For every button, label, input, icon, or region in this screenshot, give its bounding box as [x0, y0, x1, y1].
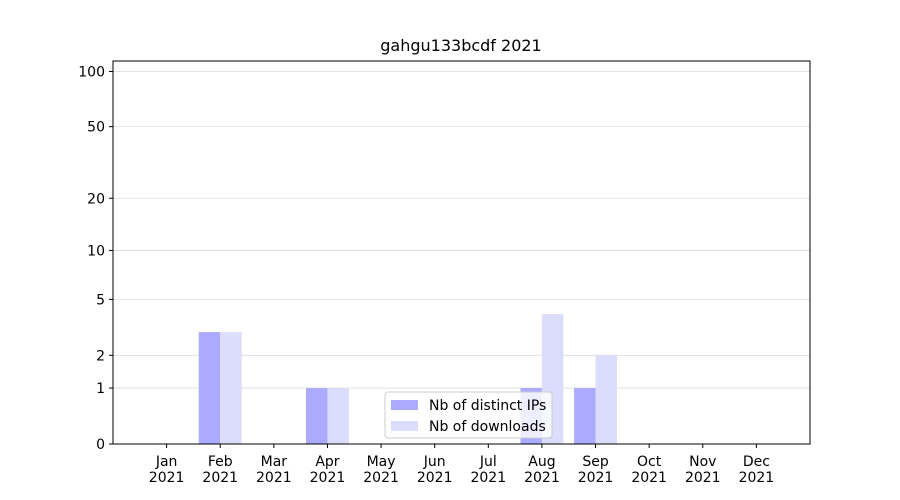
bar	[220, 332, 242, 444]
legend-label: Nb of downloads	[429, 419, 546, 435]
legend-label: Nb of distinct IPs	[429, 398, 546, 414]
x-tick-label: Sep 2021	[578, 454, 614, 486]
bar	[595, 355, 617, 444]
x-tick-label: Nov 2021	[685, 454, 721, 486]
x-tick-label: May 2021	[363, 454, 399, 486]
bar	[327, 388, 349, 444]
plot-frame	[112, 60, 811, 445]
chart-title: gahgu133bcdf 2021	[380, 36, 541, 55]
x-tick-label: Jan 2021	[149, 454, 185, 486]
bar	[574, 388, 596, 444]
x-tick-label: Oct 2021	[631, 454, 667, 486]
legend-swatch	[391, 400, 418, 410]
legend-box	[384, 391, 553, 439]
y-tick-label: 5	[96, 292, 105, 308]
y-tick-label: 100	[78, 64, 105, 80]
y-tick-label: 1	[96, 381, 105, 397]
y-tick-label: 10	[87, 243, 105, 259]
x-tick-label: Jun 2021	[417, 454, 453, 486]
x-tick-label: Feb 2021	[202, 454, 238, 486]
y-tick-label: 50	[87, 120, 105, 136]
x-tick-label: Aug 2021	[524, 454, 560, 486]
bar	[198, 332, 221, 444]
x-tick-label: Jul 2021	[470, 454, 506, 486]
bar	[306, 388, 328, 444]
legend-swatch	[391, 421, 418, 431]
y-tick-label: 2	[96, 348, 105, 364]
x-tick-label: Apr 2021	[310, 454, 346, 486]
y-tick-label: 0	[96, 437, 105, 453]
x-tick-label: Dec 2021	[739, 454, 775, 486]
x-tick-label: Mar 2021	[256, 454, 292, 486]
y-tick-label: 20	[87, 191, 105, 207]
